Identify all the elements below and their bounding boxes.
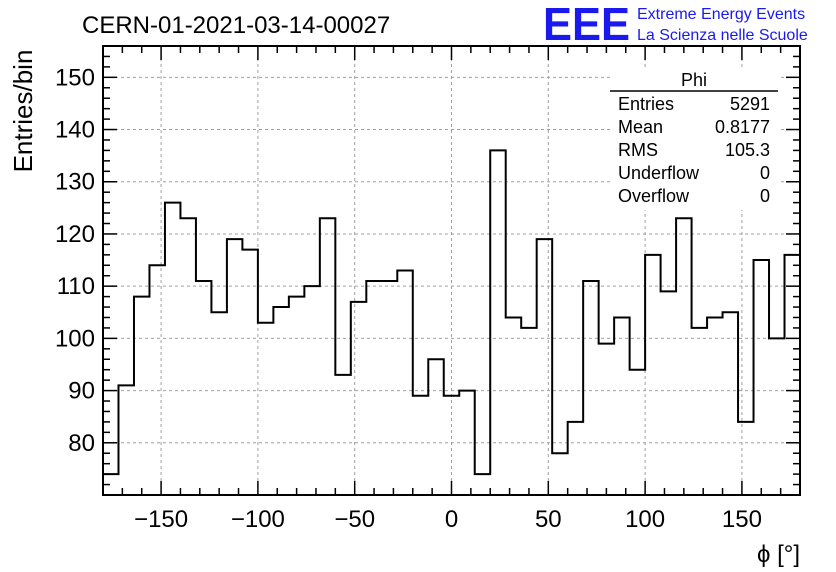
stats-value-underflow: 0 <box>760 163 770 183</box>
stats-label-rms: RMS <box>618 140 658 160</box>
stats-value-mean: 0.8177 <box>715 117 770 137</box>
stats-box: Phi Entries 5291 Mean 0.8177 RMS 105.3 U… <box>610 70 778 210</box>
stats-label-overflow: Overflow <box>618 186 690 206</box>
stats-value-rms: 105.3 <box>725 140 770 160</box>
histogram-series-line <box>103 149 801 476</box>
y-tick-label: 150 <box>55 64 95 91</box>
y-tick-label: 110 <box>57 273 95 300</box>
x-tick-label: 100 <box>625 506 665 533</box>
x-tick-label: −150 <box>134 506 188 533</box>
axis-ticks <box>102 45 801 495</box>
logo-line-2: La Scienza nelle Scuole <box>637 27 808 44</box>
x-tick-label: −50 <box>334 506 375 533</box>
y-tick-label: 90 <box>68 378 95 405</box>
stats-title: Phi <box>681 70 707 90</box>
x-tick-label: 0 <box>445 506 458 533</box>
y-tick-label: 80 <box>68 430 95 457</box>
y-tick-label: 120 <box>55 221 95 248</box>
eee-logo: EEE <box>543 0 630 50</box>
chart-title: CERN-01-2021-03-14-00027 <box>82 12 390 39</box>
tick-labels: −150 −100 −50 0 50 100 150 80 90 100 110 120 130 140 1… <box>55 64 762 533</box>
y-tick-label: 100 <box>55 325 95 352</box>
y-tick-label: 130 <box>55 169 95 196</box>
logo-line-1: Extreme Energy Events <box>637 6 805 23</box>
x-axis-label: ϕ [°] <box>757 541 800 568</box>
x-tick-label: 150 <box>722 506 762 533</box>
x-tick-label: −100 <box>231 506 285 533</box>
y-axis-label: Entries/bin <box>8 50 38 173</box>
x-tick-label: 50 <box>535 506 562 533</box>
y-tick-label: 140 <box>55 117 95 144</box>
stats-label-entries: Entries <box>618 94 674 114</box>
stats-value-overflow: 0 <box>760 186 770 206</box>
stats-label-underflow: Underflow <box>618 163 700 183</box>
stats-value-entries: 5291 <box>730 94 770 114</box>
stats-label-mean: Mean <box>618 117 663 137</box>
